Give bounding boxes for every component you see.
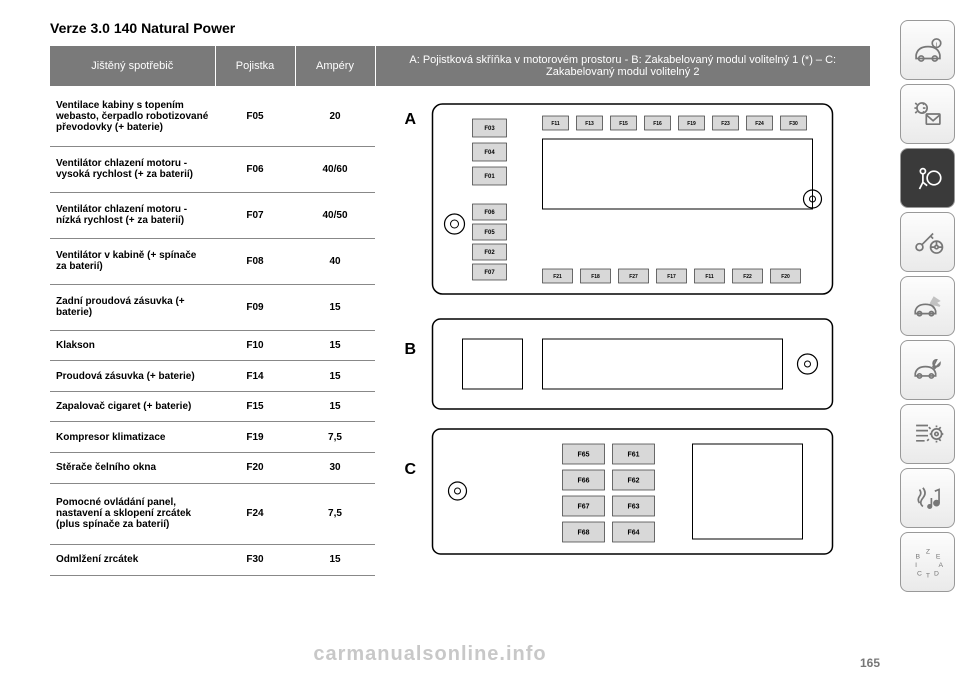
svg-text:F03: F03 (484, 126, 495, 132)
svg-text:F11: F11 (705, 274, 714, 280)
cell-device: Pomocné ovládání panel, nastavení a sklo… (50, 483, 215, 544)
svg-text:F64: F64 (627, 529, 639, 536)
cell-device: Proudová zásuvka (+ baterie) (50, 361, 215, 392)
cell-amps: 40 (295, 238, 375, 284)
svg-text:F20: F20 (781, 274, 790, 280)
cell-amps: 40/50 (295, 192, 375, 238)
watermark: carmanualsonline.info (20, 643, 840, 666)
svg-text:C: C (917, 571, 922, 578)
cell-fuse: F30 (215, 544, 295, 575)
cell-fuse: F15 (215, 391, 295, 422)
cell-fuse: F20 (215, 453, 295, 484)
cell-device: Ventilátor chlazení motoru - vysoká rych… (50, 147, 215, 193)
alphabet-icon[interactable]: Z E A D T C I B (900, 532, 955, 592)
svg-text:F05: F05 (484, 230, 495, 236)
svg-text:F30: F30 (789, 121, 798, 127)
cell-device: Kompresor klimatizace (50, 422, 215, 453)
svg-text:F07: F07 (484, 270, 495, 276)
cell-device: Klakson (50, 330, 215, 361)
cell-device: Ventilace kabiny s topením webasto, čerp… (50, 86, 215, 147)
key-steering-icon[interactable] (900, 212, 955, 272)
col-header-device: Jištěný spotřebič (50, 46, 215, 86)
cell-device: Odmlžení zrcátek (50, 544, 215, 575)
cell-fuse: F24 (215, 483, 295, 544)
svg-text:B: B (915, 554, 920, 561)
cell-amps: 30 (295, 453, 375, 484)
cell-amps: 15 (295, 361, 375, 392)
svg-text:F13: F13 (585, 121, 594, 127)
cell-fuse: F14 (215, 361, 295, 392)
svg-text:F01: F01 (484, 174, 495, 180)
svg-text:F68: F68 (577, 529, 589, 536)
svg-text:F24: F24 (755, 121, 764, 127)
svg-text:F67: F67 (577, 503, 589, 510)
svg-text:F65: F65 (577, 451, 589, 458)
col-header-amps: Ampéry (295, 46, 375, 86)
svg-text:D: D (934, 571, 939, 578)
svg-text:F15: F15 (619, 121, 628, 127)
nav-music-icon[interactable] (900, 468, 955, 528)
cell-amps: 15 (295, 330, 375, 361)
svg-text:F21: F21 (553, 274, 562, 280)
svg-text:C: C (405, 461, 417, 478)
cell-fuse: F08 (215, 238, 295, 284)
cell-device: Ventilátor chlazení motoru - nízká rychl… (50, 192, 215, 238)
cell-amps: 15 (295, 284, 375, 330)
cell-device: Ventilátor v kabině (+ spínače za bateri… (50, 238, 215, 284)
settings-list-icon[interactable] (900, 404, 955, 464)
svg-text:F17: F17 (667, 274, 676, 280)
svg-text:A: A (938, 562, 943, 569)
cell-amps: 40/60 (295, 147, 375, 193)
sidebar: i (900, 20, 955, 592)
svg-text:F23: F23 (721, 121, 730, 127)
cell-amps: 20 (295, 86, 375, 147)
diagram-cell: A F03 F04 F01 F11 F13 F15 F16 F19 F23 F2… (375, 86, 870, 575)
light-mail-icon[interactable] (900, 84, 955, 144)
svg-text:F04: F04 (484, 150, 495, 156)
svg-text:Z: Z (925, 549, 929, 556)
cell-amps: 15 (295, 391, 375, 422)
cell-fuse: F09 (215, 284, 295, 330)
svg-text:B: B (405, 341, 417, 358)
svg-text:A: A (405, 111, 417, 128)
col-header-diagram: A: Pojistková skříňka v motorovém prosto… (375, 46, 870, 86)
page-number: 165 (860, 656, 880, 670)
page-title: Verze 3.0 140 Natural Power (50, 20, 870, 36)
cell-device: Zapalovač cigaret (+ baterie) (50, 391, 215, 422)
car-info-icon[interactable]: i (900, 20, 955, 80)
airbag-icon[interactable] (900, 148, 955, 208)
cell-amps: 7,5 (295, 422, 375, 453)
svg-text:F19: F19 (687, 121, 696, 127)
cell-fuse: F10 (215, 330, 295, 361)
col-header-fuse: Pojistka (215, 46, 295, 86)
svg-text:F27: F27 (629, 274, 638, 280)
svg-text:E: E (935, 554, 940, 561)
cell-device: Stěrače čelního okna (50, 453, 215, 484)
cell-amps: 7,5 (295, 483, 375, 544)
svg-text:I: I (915, 562, 917, 569)
car-crash-icon[interactable] (900, 276, 955, 336)
svg-text:F11: F11 (551, 121, 560, 127)
car-service-icon[interactable] (900, 340, 955, 400)
cell-fuse: F19 (215, 422, 295, 453)
svg-text:F63: F63 (627, 503, 639, 510)
svg-text:F06: F06 (484, 210, 495, 216)
cell-amps: 15 (295, 544, 375, 575)
fuse-table: Jištěný spotřebič Pojistka Ampéry A: Poj… (50, 46, 870, 576)
cell-fuse: F06 (215, 147, 295, 193)
svg-text:F16: F16 (653, 121, 662, 127)
cell-device: Zadní proudová zásuvka (+ baterie) (50, 284, 215, 330)
svg-text:F18: F18 (591, 274, 600, 280)
svg-text:F22: F22 (743, 274, 752, 280)
svg-text:F62: F62 (627, 477, 639, 484)
table-row: Ventilace kabiny s topením webasto, čerp… (50, 86, 870, 147)
cell-fuse: F05 (215, 86, 295, 147)
cell-fuse: F07 (215, 192, 295, 238)
svg-text:F66: F66 (577, 477, 589, 484)
svg-text:F61: F61 (627, 451, 639, 458)
svg-text:F02: F02 (484, 250, 495, 256)
fusebox-diagram: A F03 F04 F01 F11 F13 F15 F16 F19 F23 F2… (383, 94, 862, 564)
svg-text:T: T (925, 572, 929, 579)
